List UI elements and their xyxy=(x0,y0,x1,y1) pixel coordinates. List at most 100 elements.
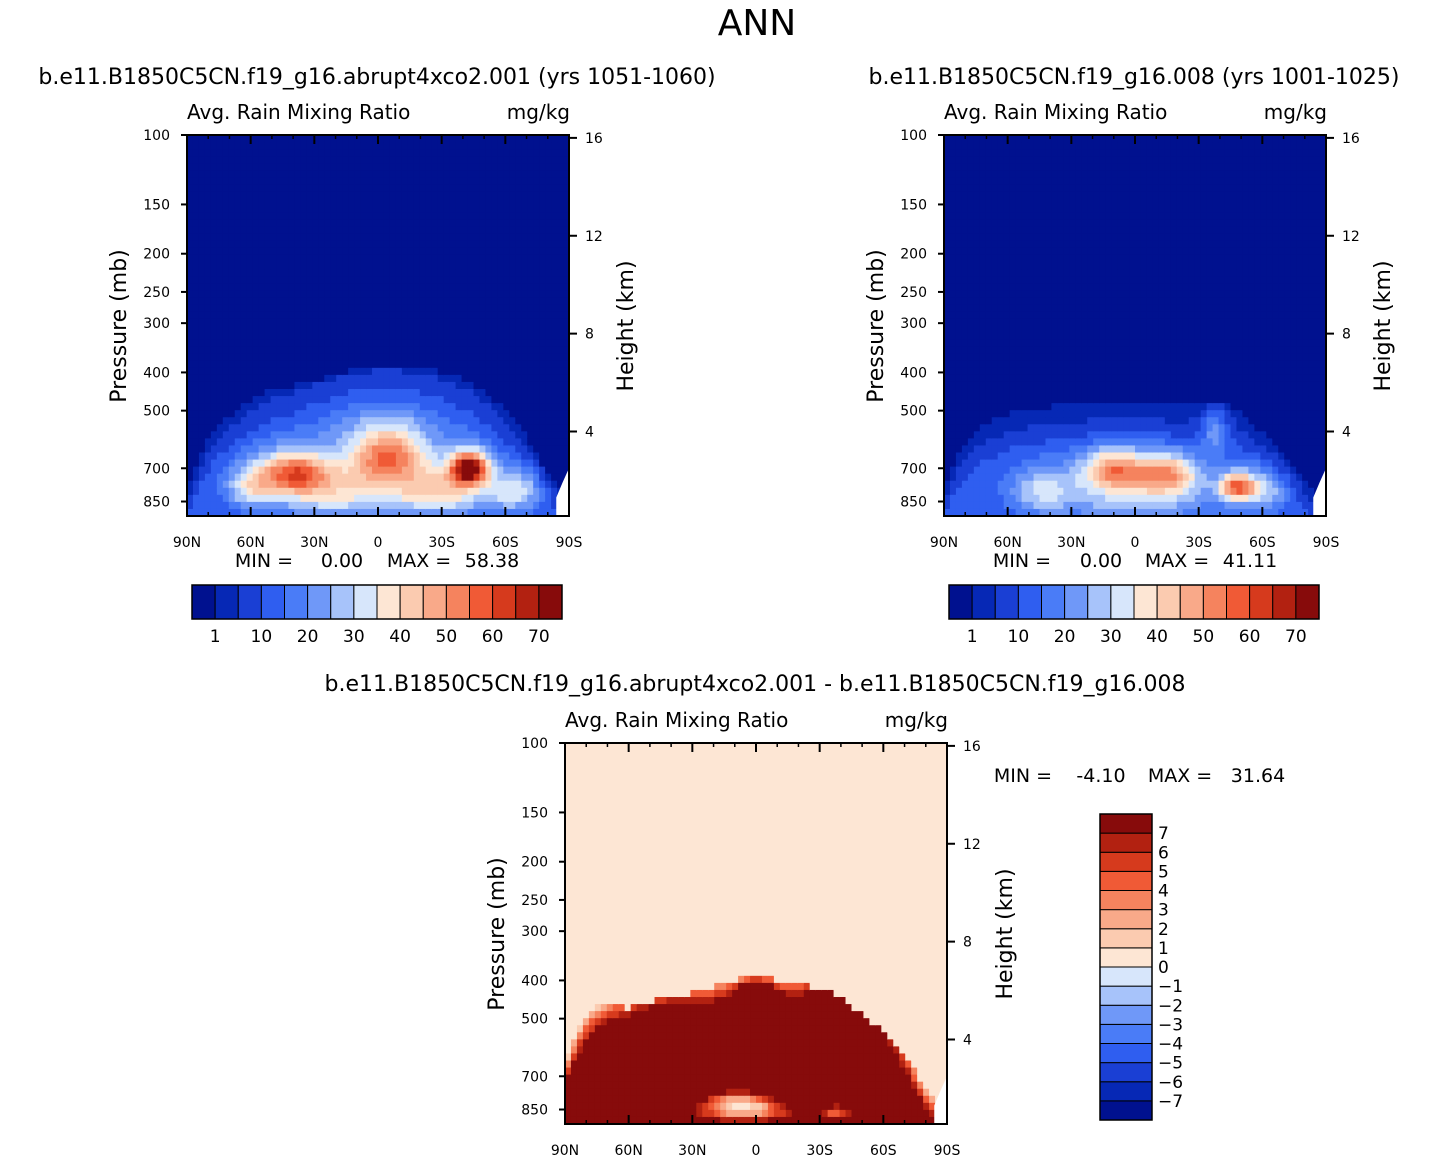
field-cell xyxy=(348,508,355,517)
field-cell xyxy=(366,276,373,284)
field-cell xyxy=(270,445,278,454)
field-cell xyxy=(366,438,373,447)
field-cell xyxy=(961,304,969,312)
field-cell xyxy=(461,184,469,193)
field-cell xyxy=(395,325,403,334)
field-cell xyxy=(991,374,999,383)
field-cell xyxy=(455,297,463,305)
field-cell xyxy=(1087,283,1094,291)
field-cell xyxy=(985,269,993,277)
field-cell xyxy=(944,424,951,432)
field-cell xyxy=(485,508,493,517)
field-cell xyxy=(1081,254,1088,263)
field-cell xyxy=(1021,170,1029,178)
field-cell xyxy=(198,389,206,397)
field-cell xyxy=(210,438,218,447)
field-cell xyxy=(1021,494,1029,503)
field-cell xyxy=(1015,346,1023,355)
field-cell xyxy=(228,290,236,298)
field-cell xyxy=(509,276,516,284)
field-cell xyxy=(306,142,313,150)
field-cell xyxy=(509,311,516,320)
field-cell xyxy=(198,480,206,489)
field-cell xyxy=(216,381,224,390)
field-cell xyxy=(527,339,534,348)
field-cell xyxy=(354,325,361,334)
field-cell xyxy=(306,410,313,418)
field-cell xyxy=(1093,487,1100,496)
field-cell xyxy=(1039,396,1047,404)
field-cell xyxy=(366,269,373,277)
field-cell xyxy=(467,473,475,482)
field-cell xyxy=(985,304,993,312)
field-cell xyxy=(437,163,445,171)
field-cell xyxy=(1027,346,1035,355)
field-cell xyxy=(324,226,331,235)
field-cell xyxy=(1063,290,1070,298)
field-cell xyxy=(551,311,558,320)
field-cell xyxy=(1075,318,1082,327)
field-cell xyxy=(1069,198,1076,207)
field-cell xyxy=(509,501,516,510)
field-cell xyxy=(234,332,242,341)
field-cell xyxy=(1009,240,1017,249)
field-cell xyxy=(234,191,242,200)
field-cell xyxy=(270,438,278,447)
field-cell xyxy=(997,304,1005,312)
field-cell xyxy=(401,170,409,178)
field-cell xyxy=(539,240,546,249)
field-cell xyxy=(527,226,534,235)
field-cell xyxy=(1027,276,1035,284)
field-cell xyxy=(306,283,313,291)
field-cell xyxy=(431,410,439,418)
field-cell xyxy=(527,318,534,327)
field-cell xyxy=(312,381,319,390)
field-cell xyxy=(252,304,260,312)
field-cell xyxy=(1087,325,1094,334)
field-cell xyxy=(1027,290,1035,298)
field-cell xyxy=(330,163,337,171)
field-cell xyxy=(240,311,248,320)
field-cell xyxy=(1063,480,1070,489)
field-cell xyxy=(210,360,218,369)
field-cell xyxy=(449,191,457,200)
field-cell xyxy=(1099,247,1106,256)
field-cell xyxy=(228,410,236,418)
field-cell xyxy=(395,205,403,214)
field-cell xyxy=(431,304,439,312)
field-cell xyxy=(955,501,963,510)
field-cell xyxy=(967,254,975,263)
field-cell xyxy=(1045,381,1053,390)
field-cell xyxy=(354,431,361,439)
field-cell xyxy=(503,501,510,510)
field-cell xyxy=(944,212,951,221)
field-cell xyxy=(443,205,451,214)
field-cell xyxy=(1009,480,1017,489)
field-cell xyxy=(252,473,260,482)
field-cell xyxy=(1057,205,1064,214)
field-cell xyxy=(467,339,475,348)
field-cell xyxy=(354,191,361,200)
field-cell xyxy=(258,311,266,320)
field-cell xyxy=(389,135,397,143)
field-cell xyxy=(991,156,999,164)
y-tick-label: 150 xyxy=(143,197,170,213)
field-cell xyxy=(252,480,260,489)
field-cell xyxy=(527,445,534,454)
field-cell xyxy=(187,438,194,447)
field-cell xyxy=(509,466,516,475)
field-cell xyxy=(485,438,493,447)
field-cell xyxy=(949,283,957,291)
field-cell xyxy=(312,424,319,432)
field-cell xyxy=(503,191,510,200)
field-cell xyxy=(1021,184,1029,193)
field-cell xyxy=(437,226,445,235)
field-cell xyxy=(348,487,355,496)
field-cell xyxy=(204,396,212,404)
field-cell xyxy=(1075,431,1082,439)
field-cell xyxy=(949,163,957,171)
field-cell xyxy=(509,142,516,150)
field-cell xyxy=(252,410,260,418)
field-cell xyxy=(1003,212,1011,221)
field-cell xyxy=(306,135,313,143)
